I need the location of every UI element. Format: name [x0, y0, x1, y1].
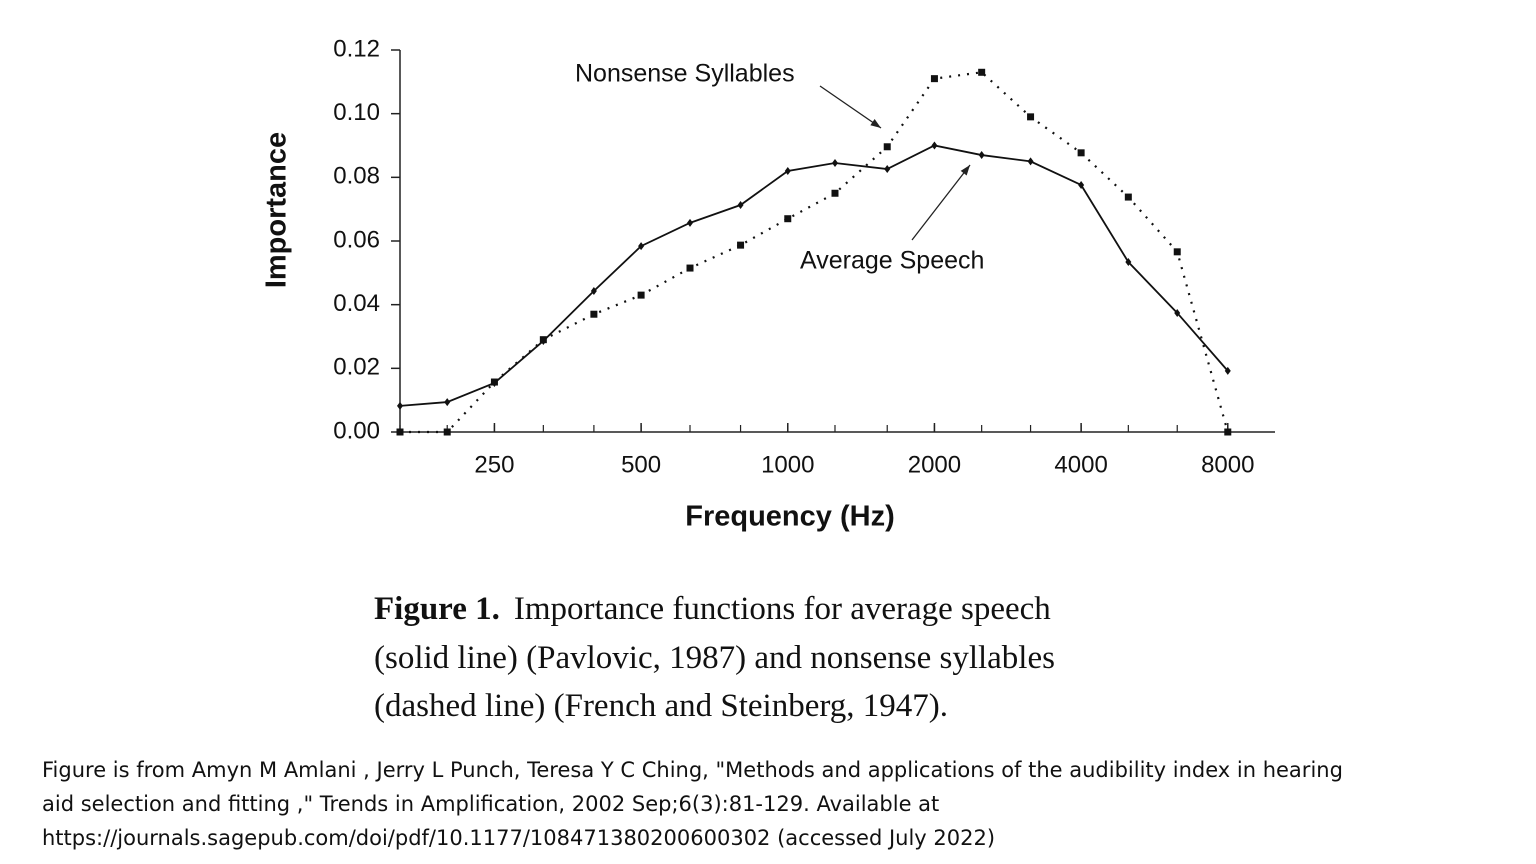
caption-text: Importance functions for average speech: [514, 591, 1051, 627]
arrow-head: [960, 165, 970, 176]
point: [737, 201, 744, 210]
point: [931, 141, 938, 150]
x-tick-label: 4000: [1054, 451, 1107, 478]
point: [978, 151, 985, 160]
x-axis-title: Frequency (Hz): [685, 501, 894, 533]
point: [831, 159, 838, 168]
point: [737, 241, 745, 249]
point: [590, 286, 597, 295]
y-tick-label: 0.08: [333, 163, 380, 190]
series-label: Average Speech: [800, 247, 984, 275]
series-line: [399, 144, 1229, 407]
point: [831, 189, 839, 197]
point: [1224, 428, 1232, 436]
point: [1078, 180, 1085, 189]
y-tick-label: 0.06: [333, 226, 380, 253]
arrow-head: [870, 119, 881, 128]
annotation-arrow: [819, 85, 882, 129]
source-text: https://journals.sagepub.com/doi/pdf/10.…: [42, 826, 995, 850]
point: [539, 336, 547, 344]
source-text: aid selection and fitting ," Trends in A…: [42, 792, 939, 816]
point: [1173, 248, 1181, 256]
y-tick-label: 0.04: [333, 290, 380, 317]
point: [443, 428, 451, 436]
point: [686, 264, 694, 272]
x-tick-label: 2000: [908, 451, 961, 478]
point: [490, 378, 498, 386]
annotation-arrow: [911, 164, 971, 241]
caption-text: (solid line) (Pavlovic, 1987) and nonsen…: [374, 640, 1055, 676]
point: [1124, 193, 1132, 201]
point: [930, 75, 938, 83]
x-tick-label: 1000: [761, 451, 814, 478]
caption-label: Figure 1.: [374, 591, 500, 627]
point: [784, 166, 791, 175]
y-tick-label: 0.02: [333, 354, 380, 381]
point: [687, 218, 694, 227]
x-tick-label: 250: [474, 451, 514, 478]
point: [396, 428, 404, 436]
y-tick-label: 0.10: [333, 99, 380, 126]
point: [397, 401, 403, 410]
point: [784, 215, 792, 223]
point: [883, 143, 891, 151]
x-tick-label: 8000: [1201, 451, 1254, 478]
caption-line: Figure 1. Importance functions for averag…: [374, 591, 1051, 627]
source-text: Figure is from Amyn M Amlani , Jerry L P…: [42, 758, 1343, 782]
y-tick-label: 0.12: [333, 35, 380, 62]
point: [638, 242, 645, 251]
point: [1224, 366, 1231, 375]
point: [1027, 157, 1034, 166]
point: [1077, 149, 1085, 157]
point: [1174, 308, 1181, 317]
point: [590, 310, 598, 318]
y-tick-label: 0.00: [333, 417, 380, 444]
point: [637, 291, 645, 299]
point: [978, 68, 986, 76]
point: [444, 398, 451, 407]
point: [884, 165, 891, 174]
point: [1125, 258, 1132, 267]
series-line: [400, 71, 1229, 434]
series-label: Nonsense Syllables: [575, 60, 795, 88]
x-tick-label: 500: [621, 451, 661, 478]
y-axis-title: Importance: [261, 132, 293, 288]
caption-text: (dashed line) (French and Steinberg, 194…: [374, 688, 948, 724]
point: [1027, 113, 1035, 121]
